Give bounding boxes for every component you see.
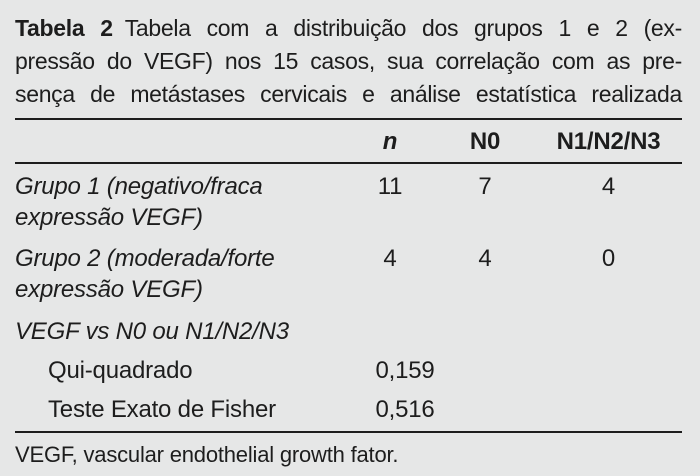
cell-grupo2-n0: 4 (478, 245, 492, 272)
table-number-label: Tabela 2 (15, 15, 113, 41)
table-rule-top (15, 118, 682, 120)
header-cell-n1n2n3: N1/N2/N3 (556, 128, 661, 155)
cell-grupo2-n: 4 (383, 245, 397, 272)
table-row-vegf-vs: VEGF vs N0 ou N1/N2/N3 (15, 308, 682, 347)
cell-grupo2-n1n2n3: 0 (601, 245, 616, 272)
table-caption: Tabela 2 Tabela com a distribuição dos gr… (15, 12, 682, 111)
header-cell-n0: N0 (469, 128, 501, 155)
caption-line-1: Tabela 2 Tabela com a distribuição dos gr… (15, 12, 682, 45)
row-label-grupo1-line2: expressão VEGF) (15, 204, 203, 231)
cell-qui-quadrado-value: 0,159 (375, 357, 435, 384)
cell-grupo1-n1n2n3: 4 (601, 173, 616, 200)
row-label-qui-quadrado: Qui-quadrado (48, 357, 193, 384)
row-label-vegf-vs: VEGF vs N0 ou N1/N2/N3 (15, 318, 289, 345)
table-rule-header (15, 162, 682, 164)
caption-line-2: pressão do VEGF) nos 15 casos, sua corre… (15, 48, 682, 74)
caption-text-1: Tabela com a distribuição dos grupos 1 e… (124, 15, 683, 41)
table-row-fisher: Teste Exato de Fisher 0,516 (15, 386, 682, 431)
row-label-grupo1-line1: Grupo 1 (negativo/fraca (15, 173, 263, 200)
table-row-grupo2: Grupo 2 (moderada/forte expressão VEGF) … (15, 238, 682, 308)
cell-grupo1-n0: 7 (478, 173, 492, 200)
row-label-grupo2-line1: Grupo 2 (moderada/forte (15, 245, 275, 272)
row-label-grupo1: Grupo 1 (negativo/fraca expressão VEGF) (15, 171, 345, 233)
table-rule-bottom (15, 431, 682, 433)
cell-grupo1-n: 11 (377, 173, 403, 200)
cell-fisher-value: 0,516 (375, 396, 435, 423)
row-label-grupo2: Grupo 2 (moderada/forte expressão VEGF) (15, 243, 345, 305)
table-footnote: VEGF, vascular endothelial growth fator. (15, 442, 399, 467)
table-row-grupo1: Grupo 1 (negativo/fraca expressão VEGF) … (15, 164, 682, 238)
caption-line-3: sença de metástases cervicais e análise … (15, 81, 682, 107)
row-label-fisher: Teste Exato de Fisher (48, 396, 276, 423)
row-label-grupo2-line2: expressão VEGF) (15, 276, 203, 303)
header-cell-n: n (382, 128, 398, 155)
table-row-qui-quadrado: Qui-quadrado 0,159 (15, 347, 682, 386)
table-header-row: n N0 N1/N2/N3 (15, 120, 682, 162)
